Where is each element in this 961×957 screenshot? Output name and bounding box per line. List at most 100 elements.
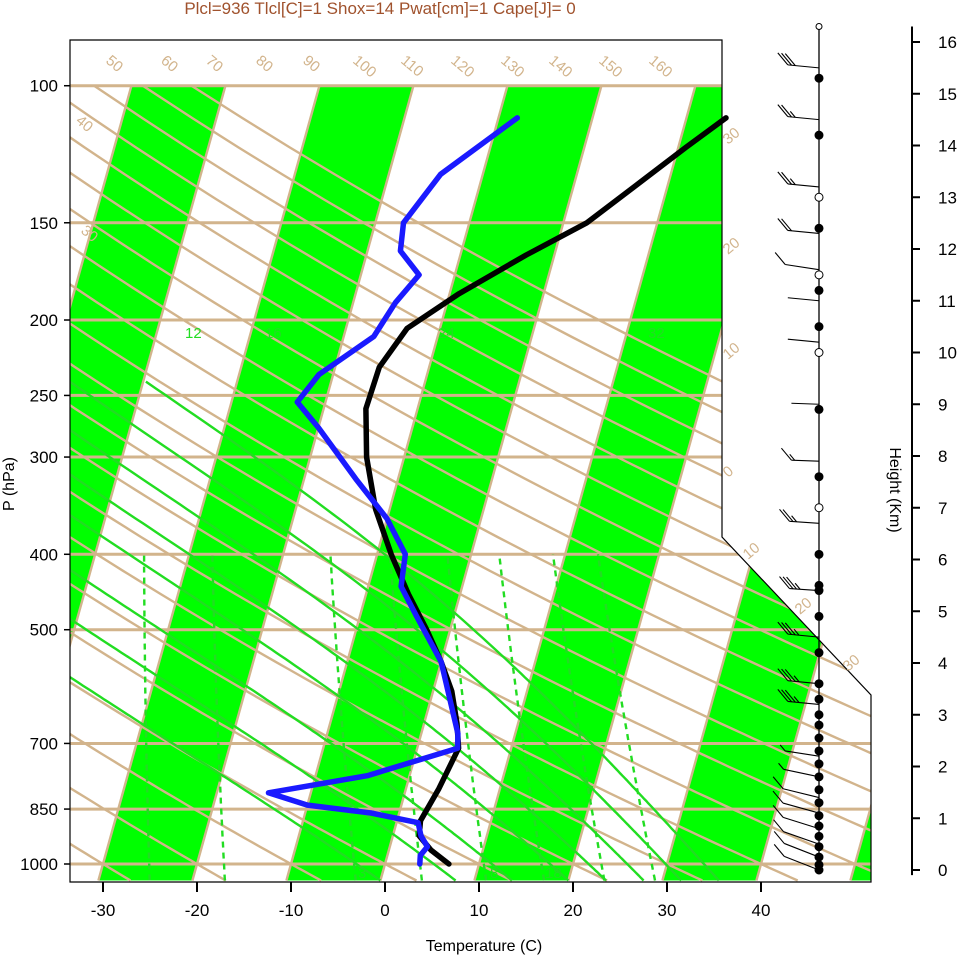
wind-barb-half bbox=[793, 628, 800, 636]
wind-barb bbox=[791, 402, 820, 405]
wind-barb bbox=[787, 338, 820, 343]
wind-barb-shaft bbox=[791, 459, 820, 462]
pressure-tick-label: 300 bbox=[30, 448, 58, 467]
isotherm-label: 20 bbox=[720, 234, 744, 258]
dry-adiabat bbox=[70, 84, 227, 882]
dry-adiabat bbox=[70, 84, 871, 882]
wind-level-marker bbox=[814, 580, 824, 590]
wind-barb bbox=[779, 744, 820, 757]
height-tick-label: 7 bbox=[938, 499, 947, 518]
pressure-tick-label: 100 bbox=[30, 77, 58, 96]
dry-adiabat-label: 100 bbox=[349, 52, 379, 81]
wind-barb-shaft bbox=[782, 816, 820, 830]
wind-barb-half bbox=[778, 762, 784, 770]
wind-level-marker bbox=[814, 270, 824, 280]
dry-adiabat-label: 90 bbox=[299, 52, 323, 76]
wind-barb-flag bbox=[777, 668, 789, 682]
wind-level-marker bbox=[814, 746, 824, 756]
wind-barb-half bbox=[793, 675, 800, 683]
wind-level-marker bbox=[814, 348, 824, 357]
wind-barb-shaft bbox=[787, 338, 820, 343]
wind-level-marker bbox=[814, 223, 824, 233]
pressure-tick-label: 700 bbox=[30, 734, 58, 753]
wind-barb-half bbox=[793, 696, 800, 703]
isotherm bbox=[191, 85, 415, 881]
dry-adiabat bbox=[70, 84, 703, 882]
wind-barb-shaft bbox=[782, 802, 820, 814]
wind-barb-flag bbox=[773, 831, 785, 844]
moist-adiabat bbox=[70, 380, 513, 882]
wind-barb bbox=[787, 297, 820, 302]
temperature-band bbox=[98, 85, 414, 881]
wind-barb-shaft bbox=[787, 297, 820, 302]
height-tick-label: 9 bbox=[938, 395, 947, 414]
temperature-tick-label: -30 bbox=[91, 901, 116, 920]
dry-adiabat bbox=[70, 84, 871, 882]
height-tick-label: 3 bbox=[938, 706, 947, 725]
wind-barb-flag bbox=[777, 104, 789, 117]
wind-barb bbox=[777, 218, 820, 235]
wind-level-marker bbox=[814, 73, 824, 83]
mixing-ratio-line bbox=[551, 554, 606, 881]
wind-barb-flag bbox=[777, 621, 789, 635]
wind-barb-shaft bbox=[787, 64, 820, 69]
wind-barb-shaft bbox=[784, 855, 820, 871]
pressure-tick-label: 400 bbox=[30, 545, 58, 564]
wind-level-marker bbox=[814, 733, 824, 743]
wind-barb-flag bbox=[777, 218, 789, 231]
wind-level-marker bbox=[814, 404, 824, 414]
wind-barb bbox=[774, 252, 820, 271]
isotherm-label: 30 bbox=[720, 124, 744, 148]
dry-adiabat bbox=[70, 84, 513, 882]
wind-level-marker bbox=[814, 710, 824, 720]
moist-adiabat-label: 32 bbox=[648, 325, 665, 342]
wind-barb-flag bbox=[777, 689, 789, 702]
dry-adiabat bbox=[70, 84, 871, 882]
wind-level-marker bbox=[814, 549, 824, 559]
wind-barb-flag bbox=[777, 171, 789, 185]
height-tick-label: 1 bbox=[938, 809, 947, 828]
wind-level-marker bbox=[814, 648, 824, 658]
moist-adiabat bbox=[70, 373, 683, 882]
wind-barb bbox=[773, 819, 820, 845]
wind-barb bbox=[773, 844, 820, 871]
pressure-tick-label: 850 bbox=[30, 800, 58, 819]
wind-barb-shaft bbox=[783, 831, 820, 845]
wind-barb-flag bbox=[781, 622, 792, 635]
wind-barb-shaft bbox=[787, 633, 820, 638]
wind-barb-flag bbox=[779, 576, 790, 589]
wind-barb-flag bbox=[782, 509, 794, 522]
wind-barb-shaft bbox=[789, 520, 820, 524]
wind-barb bbox=[772, 790, 820, 814]
moist-adiabat-label: 12 bbox=[185, 325, 202, 342]
wind-barb-flag bbox=[784, 53, 796, 66]
wind-barb-shaft bbox=[784, 842, 820, 858]
mixing-ratio-line bbox=[596, 554, 657, 881]
wind-barb-flag bbox=[773, 819, 784, 833]
dry-adiabat bbox=[70, 84, 871, 882]
mixing-ratio-line bbox=[211, 554, 227, 881]
dewpoint-line bbox=[265, 115, 521, 867]
wind-level-marker bbox=[814, 694, 824, 704]
wind-barb-shaft bbox=[787, 116, 820, 121]
y-axis-label: P (hPa) bbox=[1, 457, 18, 511]
dry-adiabat-label: 110 bbox=[397, 52, 426, 80]
height-tick-label: 5 bbox=[938, 602, 947, 621]
wind-level-marker bbox=[814, 860, 824, 870]
wind-barb-shaft bbox=[787, 183, 820, 188]
wind-level-marker bbox=[814, 759, 824, 769]
wind-barb-flag bbox=[777, 52, 789, 66]
wind-barb-half bbox=[791, 515, 798, 523]
pressure-tick-label: 150 bbox=[30, 214, 58, 233]
dry-adiabat-label: 160 bbox=[645, 52, 675, 81]
height-tick-label: 13 bbox=[938, 188, 957, 207]
wind-barb-shaft bbox=[783, 788, 820, 799]
wind-level-marker bbox=[814, 130, 824, 140]
isotherm bbox=[70, 85, 227, 881]
dry-adiabat bbox=[70, 84, 799, 882]
height-tick-label: 15 bbox=[938, 85, 957, 104]
wind-profile bbox=[772, 22, 824, 875]
moist-adiabat-label: 16 bbox=[265, 325, 282, 342]
